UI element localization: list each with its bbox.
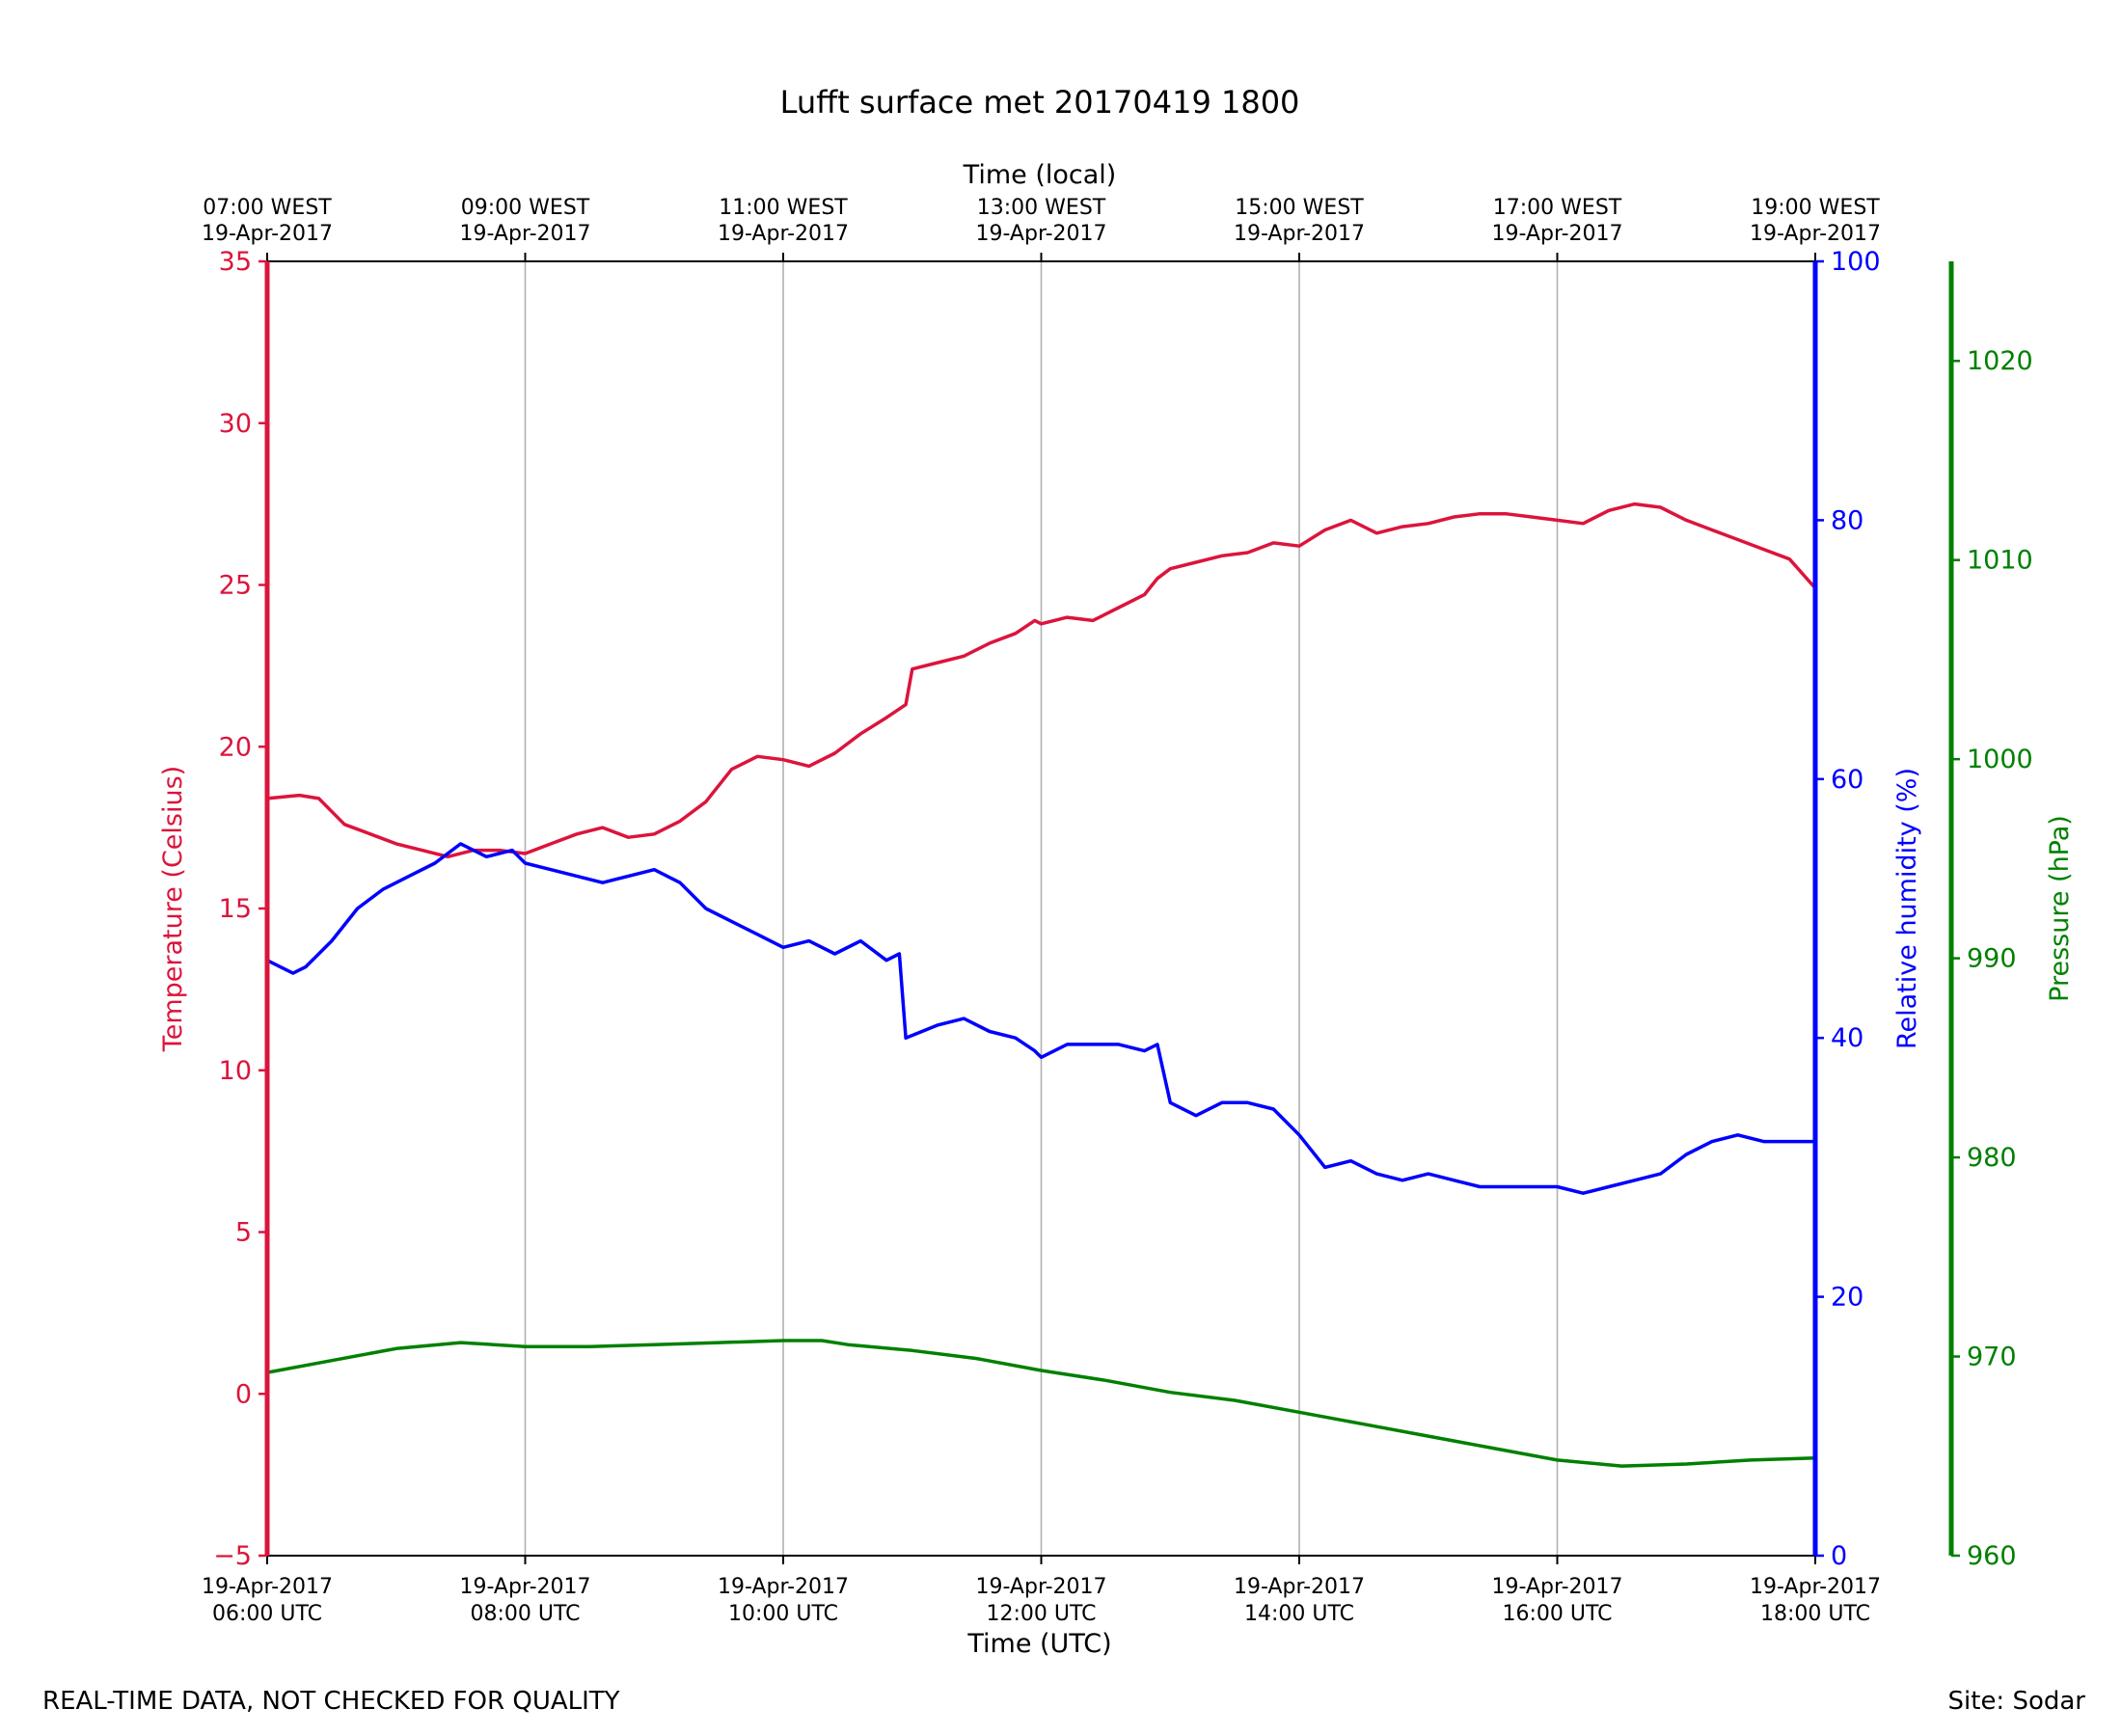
pressure-series: [265, 1339, 1817, 1468]
x-tick-label-time: 12:00 UTC: [986, 1602, 1096, 1626]
x-tick-label-date: 19-Apr-2017: [459, 1575, 590, 1599]
humidity-axis-tick-label: 0: [1831, 1541, 1847, 1571]
top-axis-title: Time (local): [963, 160, 1117, 190]
humidity-axis-tick-label: 40: [1831, 1023, 1864, 1053]
temperature-axis-title: Temperature (Celsius): [158, 766, 188, 1052]
x-top-tick-label-date: 19-Apr-2017: [202, 222, 333, 246]
temperature-axis-tick-label: 0: [235, 1379, 252, 1409]
humidity-axis-tick-label: 20: [1831, 1283, 1864, 1313]
x-tick-label-time: 08:00 UTC: [470, 1602, 580, 1626]
axes: 19-Apr-2017 06:00 UTC 19-Apr-2017 08:00 UTC…: [158, 196, 2075, 1626]
temperature-axis-tick-label: 15: [219, 894, 252, 924]
humidity-axis-title: Relative humidity (%): [1892, 768, 1922, 1049]
pressure-axis-tick-label: 1000: [1967, 745, 2033, 774]
temperature-axis-tick-label: 10: [219, 1056, 252, 1086]
series: [265, 502, 1817, 1468]
x-top-tick-label-time: 07:00 WEST: [203, 196, 332, 220]
pressure-axis-title: Pressure (hPa): [2045, 815, 2075, 1002]
temperature-axis-tick-label: 5: [235, 1218, 252, 1248]
pressure-axis-tick-label: 1010: [1967, 546, 2033, 576]
pressure-axis-tick-label: 960: [1967, 1541, 2017, 1571]
x-top-tick-label-time: 11:00 WEST: [719, 196, 848, 220]
site-label: Site: Sodar: [1947, 1687, 2085, 1716]
temperature-axis-tick-label: −5: [213, 1541, 252, 1571]
chart-title: Lufft surface met 20170419 1800: [780, 84, 1300, 121]
x-tick-label-date: 19-Apr-2017: [1491, 1575, 1622, 1599]
pressure-axis-tick-label: 1020: [1967, 346, 2033, 376]
x-tick-label-time: 18:00 UTC: [1760, 1602, 1870, 1626]
grid: [524, 261, 1559, 1556]
humidity-axis-tick-label: 60: [1831, 765, 1864, 795]
x-axis-title: Time (UTC): [966, 1629, 1111, 1659]
x-top-tick-label-date: 19-Apr-2017: [1750, 222, 1881, 246]
x-tick-label-date: 19-Apr-2017: [1750, 1575, 1881, 1599]
x-top-tick-label-date: 19-Apr-2017: [459, 222, 590, 246]
x-top-tick-label-date: 19-Apr-2017: [718, 222, 849, 246]
pressure-axis-tick-label: 970: [1967, 1343, 2017, 1372]
pressure-axis-tick-label: 990: [1967, 944, 2017, 974]
x-top-tick-label-time: 13:00 WEST: [977, 196, 1106, 220]
x-top-tick-label-time: 09:00 WEST: [461, 196, 590, 220]
quality-disclaimer: REAL-TIME DATA, NOT CHECKED FOR QUALITY: [42, 1687, 620, 1716]
x-tick-label-time: 06:00 UTC: [212, 1602, 322, 1626]
x-tick-label-time: 10:00 UTC: [728, 1602, 838, 1626]
x-tick-label-time: 14:00 UTC: [1244, 1602, 1354, 1626]
temperature-axis-tick-label: 25: [219, 571, 252, 601]
x-tick-label-date: 19-Apr-2017: [975, 1575, 1106, 1599]
x-tick-label-time: 16:00 UTC: [1502, 1602, 1612, 1626]
temperature-axis-tick-label: 30: [219, 409, 252, 439]
x-tick-label-date: 19-Apr-2017: [718, 1575, 849, 1599]
x-top-tick-label-time: 15:00 WEST: [1235, 196, 1364, 220]
temperature-series: [265, 502, 1817, 859]
pressure-axis-tick-label: 980: [1967, 1143, 2017, 1173]
x-top-tick-label-time: 19:00 WEST: [1751, 196, 1880, 220]
temperature-axis-tick-label: 20: [219, 732, 252, 762]
x-top-tick-label-date: 19-Apr-2017: [1234, 222, 1365, 246]
x-top-tick-label-date: 19-Apr-2017: [1491, 222, 1622, 246]
temperature-axis-tick-label: 35: [219, 247, 252, 277]
x-tick-label-date: 19-Apr-2017: [202, 1575, 333, 1599]
humidity-axis-tick-label: 80: [1831, 505, 1864, 535]
humidity-axis-tick-label: 100: [1831, 247, 1881, 277]
humidity-series: [265, 842, 1817, 1195]
x-top-tick-label-date: 19-Apr-2017: [975, 222, 1106, 246]
x-top-tick-label-time: 17:00 WEST: [1493, 196, 1622, 220]
x-tick-label-date: 19-Apr-2017: [1234, 1575, 1365, 1599]
